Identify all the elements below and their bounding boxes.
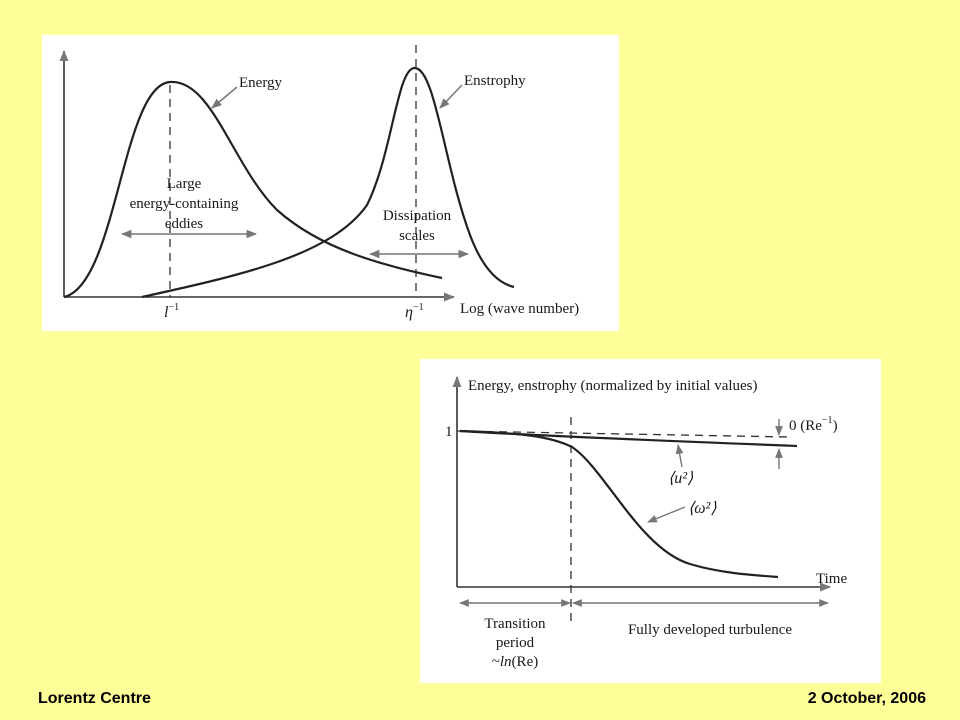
y-axis-label: Energy, enstrophy (normalized by initial… [468,378,758,394]
decay-diagram: Energy, enstrophy (normalized by initial… [420,359,881,683]
tick-eta: η [405,304,413,321]
transition-prefix: ~ [492,654,500,670]
developed-turbulence-label: Fully developed turbulence [628,622,792,638]
omega2-leader-arrow [647,506,686,523]
transition-label-line1: Transition [484,616,546,632]
enstrophy-label: Enstrophy [464,73,526,89]
tick-l: l [164,304,169,321]
transition-label-line2: period [496,635,535,651]
tick-eta-inverse: η−1 [405,302,424,321]
omega2-label: ⟨ω²⟩ [688,500,717,517]
transition-arg: (Re) [512,654,539,670]
tick-l-inverse: l−1 [164,302,179,321]
x-axis-label: Time [816,571,847,587]
y-tick-one: 1 [445,424,453,440]
order-label: 0 (Re−1) [789,415,838,434]
omega2-curve [459,429,779,579]
large-eddies-label-line1: Large [167,176,202,192]
order-label-close: ) [833,418,838,434]
dissipation-label-line1: Dissipation [383,208,452,224]
order-label-text: 0 (Re [789,418,822,434]
footer-organization: Lorentz Centre [38,690,151,707]
energy-leader-arrow [211,86,238,109]
transition-label-line3: ~ln(Re) [492,654,538,670]
enstrophy-curve [141,66,515,299]
energy-label: Energy [239,75,283,91]
u2-leader-arrow [675,444,684,468]
energy-curve [63,80,443,299]
large-eddies-label-line2: energy-containing [130,196,239,212]
enstrophy-leader-arrow [439,84,463,109]
x-axis-label: Log (wave number) [460,301,579,317]
footer-date: 2 October, 2006 [807,690,926,707]
order-label-exponent: −1 [822,415,833,426]
dissipation-label-line2: scales [399,228,435,244]
spectrum-diagram: Energy Enstrophy Large energy-containing… [42,35,619,331]
u2-label: ⟨u²⟩ [668,470,694,487]
tick-eta-exponent: −1 [413,302,424,313]
tick-l-exponent: −1 [168,302,179,313]
large-eddies-label-line3: eddies [165,216,203,232]
transition-ln: ln [500,654,512,670]
